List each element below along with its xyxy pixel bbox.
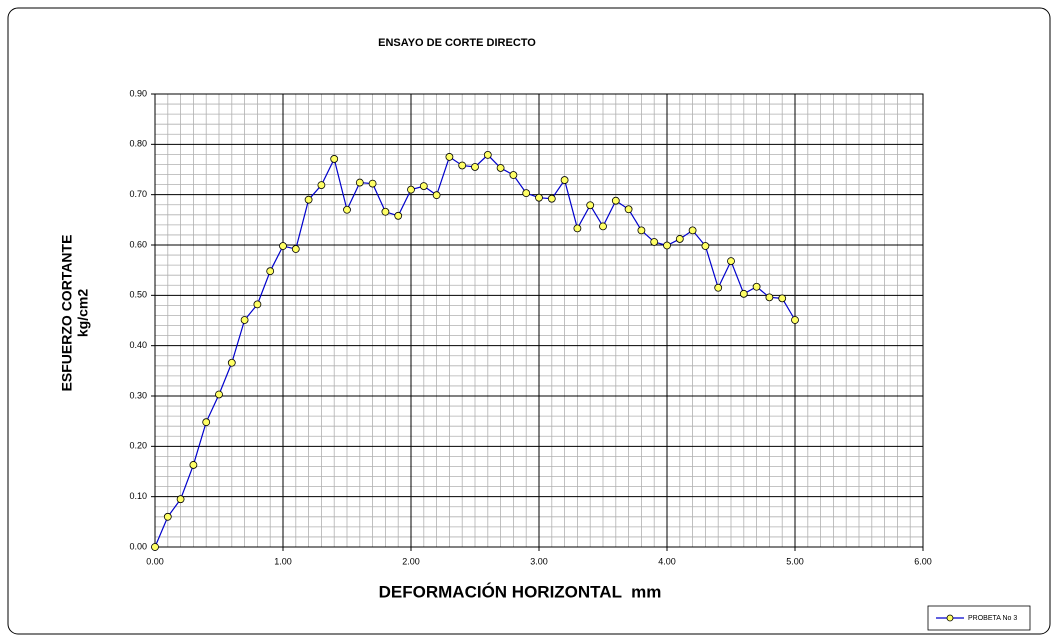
data-point xyxy=(663,241,671,250)
data-point xyxy=(163,512,172,521)
x-tick-label: 0.00 xyxy=(146,556,164,566)
data-point xyxy=(535,193,543,202)
data-point xyxy=(739,289,748,298)
y-tick-label: 0.60 xyxy=(129,239,147,249)
data-point xyxy=(714,283,723,292)
y-tick-label: 0.70 xyxy=(129,189,147,199)
data-point xyxy=(778,294,787,303)
legend: PROBETA No 3 xyxy=(927,605,1031,631)
data-point xyxy=(279,242,287,250)
data-point xyxy=(407,185,415,194)
data-point xyxy=(509,171,518,179)
data-point xyxy=(432,191,441,200)
x-tick-label: 1.00 xyxy=(274,556,292,566)
y-axis-label-line: ESFUERZO CORTANTE xyxy=(59,235,75,392)
y-tick-label: 0.00 xyxy=(129,541,147,551)
chart-title: ENSAYO DE CORTE DIRECTO xyxy=(378,37,536,49)
data-point xyxy=(266,267,275,276)
data-point xyxy=(291,245,300,253)
x-tick-label: 6.00 xyxy=(914,556,932,566)
y-tick-label: 0.90 xyxy=(129,88,147,98)
data-point xyxy=(458,161,467,170)
data-point xyxy=(355,178,364,187)
y-tick-label: 0.30 xyxy=(129,390,147,400)
data-point xyxy=(701,242,710,250)
y-tick-label: 0.10 xyxy=(129,491,147,501)
data-point xyxy=(560,176,569,184)
data-point xyxy=(637,226,646,235)
x-tick-label: 4.00 xyxy=(658,556,676,566)
data-point xyxy=(675,235,684,243)
data-point xyxy=(765,293,774,302)
x-tick-label: 2.00 xyxy=(402,556,420,566)
data-point xyxy=(227,358,236,367)
data-point xyxy=(151,543,159,551)
y-tick-label: 0.80 xyxy=(129,139,147,149)
data-point xyxy=(650,238,659,246)
data-point xyxy=(368,179,377,188)
plot-frame xyxy=(154,93,924,548)
data-point xyxy=(253,300,262,309)
y-tick-label: 0.20 xyxy=(129,441,147,451)
data-point xyxy=(471,163,479,171)
data-point xyxy=(573,224,582,233)
data-point xyxy=(611,196,620,205)
data-point xyxy=(445,153,454,161)
y-tick-label: 0.40 xyxy=(129,340,147,350)
y-axis-label-line: kg/cm2 xyxy=(75,289,91,337)
data-point xyxy=(330,155,339,163)
data-point xyxy=(176,495,185,504)
x-tick-label: 5.00 xyxy=(786,556,804,566)
legend-label: PROBETA No 3 xyxy=(968,615,1017,622)
legend-marker xyxy=(946,614,954,622)
data-point xyxy=(688,226,697,235)
data-point xyxy=(599,222,607,231)
data-point xyxy=(304,195,313,204)
data-point xyxy=(624,205,633,214)
data-point xyxy=(419,182,428,191)
x-axis-label: DEFORMACIÓN HORIZONTAL mm xyxy=(379,582,662,601)
data-point xyxy=(394,211,403,220)
data-point xyxy=(522,189,531,198)
data-point xyxy=(215,390,223,399)
x-tick-label: 3.00 xyxy=(530,556,548,566)
y-axis-label: ESFUERZO CORTANTE kg/cm2 xyxy=(59,235,91,392)
y-tick-label: 0.50 xyxy=(129,290,147,300)
data-point xyxy=(483,151,492,159)
data-point xyxy=(317,181,326,190)
data-point xyxy=(496,164,505,172)
data-point xyxy=(189,461,198,469)
data-point xyxy=(240,316,249,324)
data-point xyxy=(343,205,351,214)
data-point xyxy=(547,194,556,203)
data-point xyxy=(202,418,211,427)
data-point xyxy=(791,316,799,324)
data-point xyxy=(381,207,390,216)
data-point xyxy=(727,257,735,266)
data-point xyxy=(752,282,761,291)
data-point xyxy=(586,201,595,210)
